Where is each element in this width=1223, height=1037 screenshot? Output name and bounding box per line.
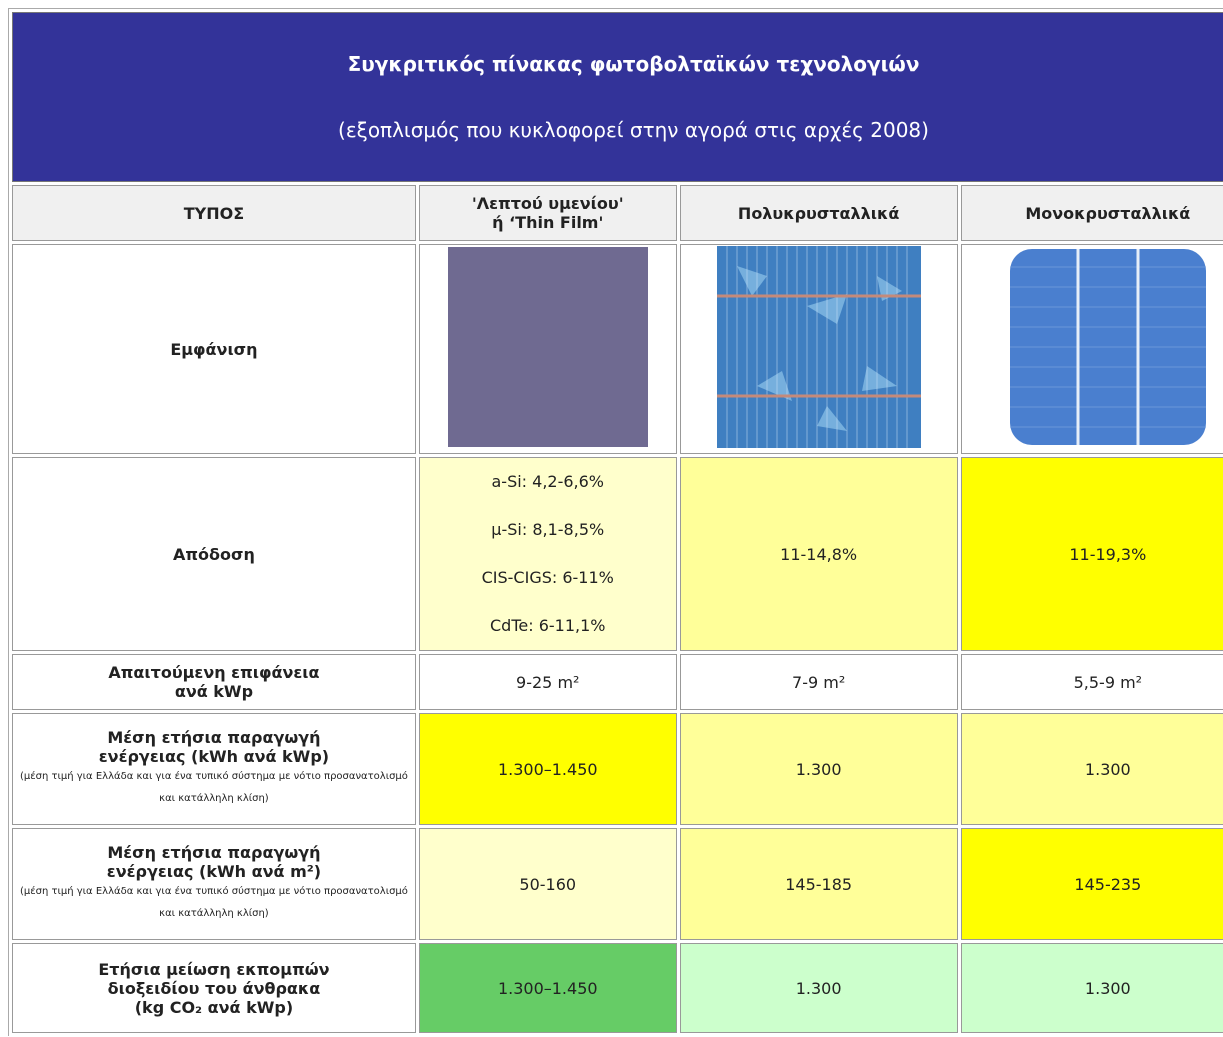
row-label-cell: Μέση ετήσια παραγωγή ενέργειας (kWh ανά … <box>12 828 416 940</box>
cell: 1.300 <box>679 713 958 825</box>
row-label-cell: Μέση ετήσια παραγωγή ενέργειας (kWh ανά … <box>12 713 416 825</box>
cell-line: a-Si: 4,2-6,6% <box>491 472 605 491</box>
cell: 5,5-9 m² <box>960 654 1223 710</box>
row-label: Απόδοση <box>12 457 416 651</box>
row-label: Ετήσια μείωση εκπομπών διοξειδίου του άν… <box>12 943 416 1033</box>
row: Μέση ετήσια παραγωγή ενέργειας (kWh ανά … <box>12 828 1223 940</box>
cell-line: μ-Si: 8,1-8,5% <box>491 520 605 539</box>
column-header: Πολυκρυσταλλικά <box>679 185 958 241</box>
image-cell <box>418 244 677 454</box>
cell: 145-185 <box>679 828 958 940</box>
row-label: Εμφάνιση <box>12 244 416 454</box>
cell: 11-14,8% <box>679 457 958 651</box>
column-header: Μονοκρυσταλλικά <box>960 185 1223 241</box>
cell: 50-160 <box>418 828 677 940</box>
poly-image <box>716 246 921 448</box>
cell: 11-19,3% <box>960 457 1223 651</box>
row-label: Μέση ετήσια παραγωγή ενέργειας (kWh ανά … <box>106 843 322 881</box>
cell: 1.300–1.450 <box>418 713 677 825</box>
header-cell: Συγκριτικός πίνακας φωτοβολταϊκών τεχνολ… <box>12 12 1223 182</box>
image-cell <box>960 244 1223 454</box>
cell: 9-25 m² <box>418 654 677 710</box>
cell-line: CIS-CIGS: 6-11% <box>481 568 614 587</box>
row: Απαιτούμενη επιφάνεια ανά kWp 9-25 m² 7-… <box>12 654 1223 710</box>
row-note: (μέση τιμή για Ελλάδα και για ένα τυπικό… <box>19 886 408 919</box>
row-note: (μέση τιμή για Ελλάδα και για ένα τυπικό… <box>19 771 408 804</box>
mono-image <box>1009 249 1206 445</box>
cell: 145-235 <box>960 828 1223 940</box>
header-row: Συγκριτικός πίνακας φωτοβολταϊκών τεχνολ… <box>12 12 1223 182</box>
table-wrap: Συγκριτικός πίνακας φωτοβολταϊκών τεχνολ… <box>8 8 1223 1037</box>
row-label: Μέση ετήσια παραγωγή ενέργειας (kWh ανά … <box>98 728 330 766</box>
subtitle: (εξοπλισμός που κυκλοφορεί στην αγορά στ… <box>338 118 929 142</box>
row: Εμφάνιση <box>12 244 1223 454</box>
cell: 1.300–1.450 <box>418 943 677 1033</box>
cell: a-Si: 4,2-6,6% μ-Si: 8,1-8,5% CIS-CIGS: … <box>418 457 677 651</box>
comparison-table: Συγκριτικός πίνακας φωτοβολταϊκών τεχνολ… <box>8 8 1223 1036</box>
thin-film-image <box>447 247 648 447</box>
cell: 1.300 <box>960 713 1223 825</box>
column-header-row: ΤΥΠΟΣ 'Λεπτού υμενίου' ή ‘Thin Film' Πολ… <box>12 185 1223 241</box>
title: Συγκριτικός πίνακας φωτοβολταϊκών τεχνολ… <box>347 52 920 76</box>
row-label: Απαιτούμενη επιφάνεια ανά kWp <box>12 654 416 710</box>
cell-line: CdTe: 6-11,1% <box>490 616 606 635</box>
row: Ετήσια μείωση εκπομπών διοξειδίου του άν… <box>12 943 1223 1033</box>
image-cell <box>679 244 958 454</box>
row: Απόδοση a-Si: 4,2-6,6% μ-Si: 8,1-8,5% CI… <box>12 457 1223 651</box>
cell: 7-9 m² <box>679 654 958 710</box>
row: Μέση ετήσια παραγωγή ενέργειας (kWh ανά … <box>12 713 1223 825</box>
column-header: 'Λεπτού υμενίου' ή ‘Thin Film' <box>418 185 677 241</box>
cell: 1.300 <box>960 943 1223 1033</box>
column-header: ΤΥΠΟΣ <box>12 185 416 241</box>
cell: 1.300 <box>679 943 958 1033</box>
